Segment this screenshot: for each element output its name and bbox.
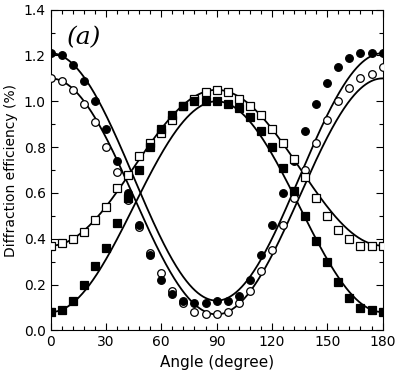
Y-axis label: Diffraction efficiency (%): Diffraction efficiency (%) xyxy=(4,83,18,257)
Text: (a): (a) xyxy=(66,26,101,49)
X-axis label: Angle (degree): Angle (degree) xyxy=(160,355,274,370)
